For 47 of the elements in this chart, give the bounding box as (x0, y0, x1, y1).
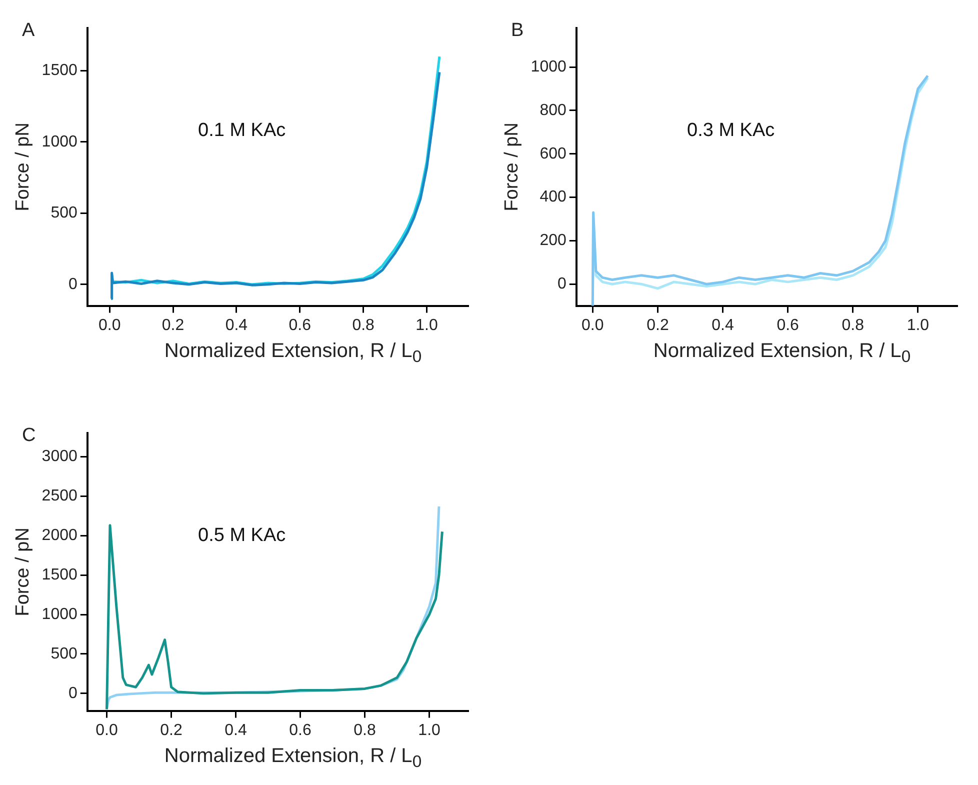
x-tick-label: 0.6 (288, 316, 312, 334)
annotation: 0.1 M KAc (198, 120, 286, 142)
x-tick-label: 1.0 (416, 316, 438, 334)
x-tick-label: 0.0 (582, 316, 604, 334)
y-tick-label: 0 (68, 276, 78, 293)
chart-title: B (511, 20, 524, 42)
annotation: 0.3 M KAc (687, 120, 775, 142)
y-axis-title: Force / pN (502, 122, 523, 212)
x-tick-label: 1.0 (418, 722, 441, 739)
y-tick-label: 200 (540, 232, 566, 250)
x-tick-label: 0.4 (712, 316, 734, 334)
x-axis-title: Normalized Extension, R / L$_{0}$ (163, 745, 423, 772)
x-tick-label: 0.4 (225, 316, 248, 334)
y-tick-label: 2500 (42, 488, 78, 505)
y-tick-label: 1000 (42, 133, 78, 150)
y-tick-label: 400 (540, 188, 566, 206)
y-tick-label: 1000 (530, 58, 566, 76)
chart-title: C (22, 425, 36, 447)
x-axis-title: Normalized Extension, R / L$_{0}$ (163, 340, 423, 367)
y-tick-label: 1000 (42, 606, 78, 623)
x-tick-label: 0.2 (646, 316, 669, 334)
x-tick-label: 0.8 (352, 316, 375, 334)
x-tick-label: 0.0 (98, 316, 121, 334)
x-tick-label: 0.2 (162, 316, 184, 334)
y-tick-label: 500 (50, 204, 78, 222)
x-tick-label: 0.6 (289, 722, 312, 739)
y-tick-label: 1500 (42, 566, 78, 584)
y-tick-label: 800 (540, 102, 566, 119)
x-tick-label: 0.4 (224, 722, 247, 739)
y-tick-label: 600 (540, 145, 566, 162)
x-tick-label: 0.6 (776, 316, 800, 334)
y-tick-label: 500 (50, 645, 78, 662)
x-tick-label: 0.2 (160, 722, 182, 739)
y-tick-label: 1500 (42, 62, 78, 80)
x-axis-title: Normalized Extension, R / L$_{0}$ (652, 340, 912, 367)
annotation: 0.5 M KAc (198, 525, 286, 547)
y-tick-label: 3000 (42, 448, 78, 466)
y-axis-title: Force / pN (12, 528, 34, 616)
x-tick-label: 0.8 (842, 316, 864, 334)
x-tick-label: 0.8 (354, 722, 376, 739)
y-tick-label: 2000 (42, 527, 78, 544)
x-tick-label: 0.0 (96, 722, 118, 739)
x-tick-label: 1.0 (906, 316, 930, 334)
y-axis-title: Force / pN (12, 122, 34, 212)
chart-title: A (22, 20, 35, 42)
y-tick-label: 0 (557, 276, 566, 293)
y-tick-label: 0 (68, 684, 78, 702)
